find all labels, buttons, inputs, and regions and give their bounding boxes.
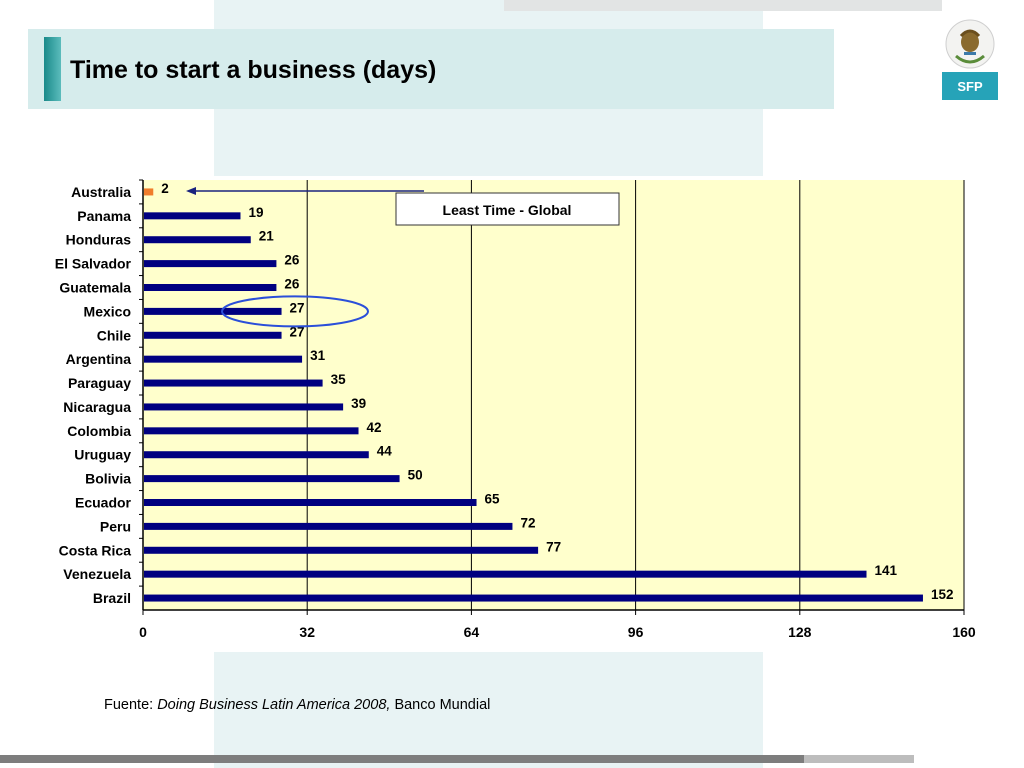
bar xyxy=(144,212,241,220)
bar xyxy=(144,594,923,602)
category-label: Ecuador xyxy=(75,495,132,511)
value-label: 2 xyxy=(161,181,169,196)
category-label: El Salvador xyxy=(55,256,132,272)
bottom-decor-bar xyxy=(0,755,804,763)
bar xyxy=(144,331,282,339)
value-label: 26 xyxy=(284,253,300,268)
source-suffix: Banco Mundial xyxy=(390,697,491,713)
bar xyxy=(144,522,513,530)
plot-area xyxy=(143,180,964,610)
category-label: Mexico xyxy=(84,303,131,319)
title-band xyxy=(28,29,834,109)
category-label: Australia xyxy=(71,184,131,200)
value-label: 31 xyxy=(310,348,326,363)
highlight-ellipse xyxy=(221,295,369,328)
category-label: Chile xyxy=(97,327,131,343)
callout-label: Least Time - Global xyxy=(443,202,572,218)
category-label: Panama xyxy=(77,208,131,224)
source-note: Fuente: Doing Business Latin America 200… xyxy=(104,697,490,713)
source-prefix: Fuente: xyxy=(104,697,158,713)
category-label: Argentina xyxy=(66,351,132,367)
callout-arrow-head xyxy=(186,186,196,195)
value-label: 72 xyxy=(520,515,535,530)
bar xyxy=(144,379,323,387)
title-accent-bar xyxy=(44,37,61,101)
bar xyxy=(144,260,277,268)
value-label: 27 xyxy=(290,324,305,339)
sfp-logo: SFP xyxy=(942,12,998,100)
slide-title: Time to start a business (days) xyxy=(70,56,437,84)
background-panel-bottom xyxy=(214,652,763,768)
category-label: Bolivia xyxy=(85,471,131,487)
category-label: Nicaragua xyxy=(63,399,131,415)
value-label: 21 xyxy=(259,229,275,244)
category-label: Guatemala xyxy=(59,280,131,296)
bar xyxy=(144,475,400,483)
value-label: 141 xyxy=(875,563,898,578)
value-label: 50 xyxy=(408,468,423,483)
category-label: Venezuela xyxy=(63,566,131,582)
x-tick-label: 0 xyxy=(139,624,147,640)
bar xyxy=(144,355,303,363)
bar xyxy=(144,307,282,315)
category-label: Colombia xyxy=(67,423,131,439)
value-label: 42 xyxy=(367,420,382,435)
category-label: Uruguay xyxy=(74,447,131,463)
x-tick-label: 128 xyxy=(788,624,812,640)
category-label: Peru xyxy=(100,518,131,534)
x-tick-label: 32 xyxy=(299,624,315,640)
value-label: 35 xyxy=(331,372,347,387)
category-label: Paraguay xyxy=(68,375,131,391)
bar-chart: 0 32 64 96 128 160 Australia 2 Panama 19 Honduras 2… xyxy=(55,179,976,640)
bar xyxy=(144,546,539,554)
bar xyxy=(144,427,359,435)
x-tick-label: 96 xyxy=(628,624,644,640)
value-label: 27 xyxy=(290,300,305,315)
bar xyxy=(144,570,867,578)
value-label: 65 xyxy=(485,492,501,507)
category-label: Honduras xyxy=(66,232,132,248)
bar xyxy=(144,403,344,411)
bar xyxy=(144,451,369,459)
bottom-decor-bar-light xyxy=(804,755,914,763)
value-label: 26 xyxy=(284,277,300,292)
top-decor-bar xyxy=(504,0,942,11)
x-tick-label: 160 xyxy=(952,624,976,640)
value-label: 19 xyxy=(248,205,263,220)
value-label: 39 xyxy=(351,396,366,411)
value-label: 77 xyxy=(546,539,561,554)
x-tick-label: 64 xyxy=(464,624,480,640)
bar xyxy=(144,499,477,506)
callout-box xyxy=(395,192,620,226)
value-label: 44 xyxy=(377,444,393,459)
bar xyxy=(144,236,251,244)
value-label: 152 xyxy=(931,587,954,602)
category-label: Brazil xyxy=(93,590,131,606)
bar xyxy=(144,284,277,291)
logo-text: SFP xyxy=(957,79,983,94)
source-title: Doing Business Latin America 2008, xyxy=(157,697,391,713)
category-label: Costa Rica xyxy=(59,542,132,558)
bar xyxy=(144,188,154,196)
